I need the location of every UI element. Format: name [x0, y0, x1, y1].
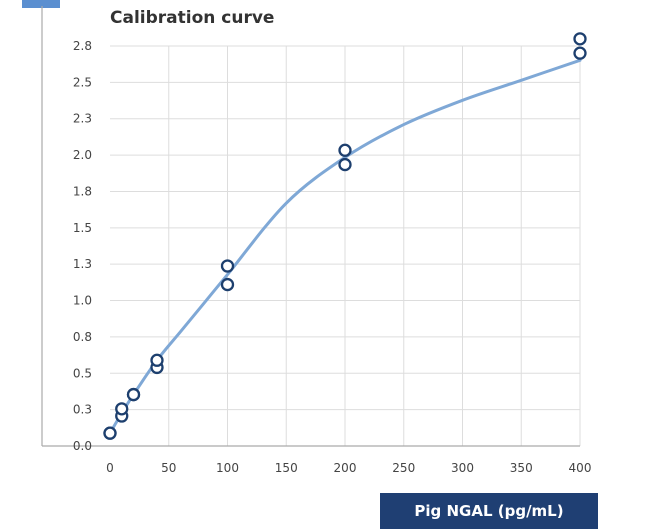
- y-tick-label: 0.3: [73, 403, 92, 417]
- corner-tab: [22, 0, 60, 8]
- x-tick-label: 350: [510, 461, 533, 475]
- data-point: [126, 387, 141, 402]
- y-tick-label: 2.3: [73, 112, 92, 126]
- data-point: [115, 402, 129, 416]
- chart-title: Calibration curve: [110, 8, 275, 28]
- data-point: [573, 46, 587, 60]
- y-tick-label: 1.3: [73, 257, 92, 271]
- x-tick-label: 400: [569, 461, 592, 475]
- y-tick-label: 0.0: [73, 439, 92, 453]
- grid-layer: [110, 45, 581, 446]
- points-layer: [103, 32, 587, 440]
- x-tick-label: 100: [216, 461, 239, 475]
- data-point: [338, 143, 352, 157]
- x-tick-label: 0: [106, 461, 114, 475]
- data-point: [220, 259, 235, 273]
- y-tick-label: 2.0: [73, 148, 92, 162]
- data-point: [338, 157, 352, 172]
- data-point: [220, 277, 235, 292]
- y-tick-label: 0.8: [73, 330, 92, 344]
- x-tick-label: 200: [334, 461, 357, 475]
- data-point: [150, 353, 164, 367]
- y-tick-label: 1.5: [73, 221, 92, 235]
- y-tick-label: 0.5: [73, 366, 92, 380]
- x-axis-label: Pig NGAL (pg/mL): [380, 493, 598, 529]
- x-tick-label: 150: [275, 461, 298, 475]
- x-tick-label: 250: [392, 461, 415, 475]
- y-tick-label: 1.8: [73, 184, 92, 198]
- axis-layer: [41, 6, 580, 447]
- x-tick-label: 300: [451, 461, 474, 475]
- y-tick-label: 2.8: [73, 39, 92, 53]
- ticks-layer: 0.0 0.3 0.5 0.8 1.0 1.3 1.5 1.8 2.0 2.3 2.5 2.8 0 50 1…: [73, 39, 592, 475]
- data-point: [573, 32, 587, 46]
- y-tick-label: 2.5: [73, 75, 92, 89]
- y-tick-label: 1.0: [73, 294, 92, 308]
- data-point: [103, 426, 117, 440]
- x-tick-label: 50: [161, 461, 176, 475]
